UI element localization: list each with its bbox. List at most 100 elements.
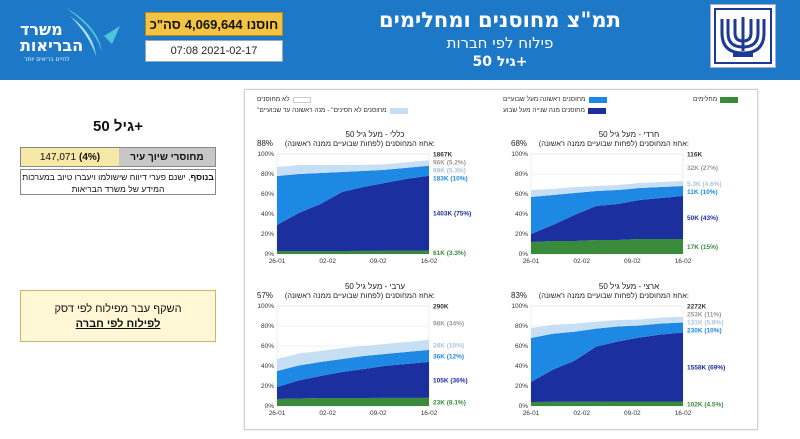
- legend-first-dose-recent-label: "מחוסנים לא חסינים" - מנה ראשונה עד שבוע…: [257, 107, 387, 114]
- x-tick-label: 09-02: [624, 410, 641, 417]
- legend-first-dose-recent-swatch: [389, 107, 408, 114]
- note-bold: בנוסף: [190, 172, 214, 182]
- chart-title: ארצי - מעל גיל 50: [598, 282, 660, 291]
- series-end-label: 230K (10%): [687, 328, 722, 335]
- reporting-gap-note: בנוסף, ישנם פערי דיווח שישולמו ויעברו טי…: [20, 169, 216, 195]
- series-end-label: 105K (36%): [433, 377, 468, 384]
- series-end-label: 102K (4.5%): [687, 401, 724, 408]
- area-second-dose: [277, 361, 429, 399]
- chart-svg: 0% 20% 40% 60% 80% 100% 26-01 02-02 09-02 16-02 18…: [257, 151, 471, 265]
- legend-second-dose: מחוסנים מנה שנייה מעל שבוע: [503, 107, 606, 114]
- y-tick-label: 60%: [515, 191, 528, 198]
- y-tick-label: 60%: [261, 343, 274, 350]
- switch-line2-link[interactable]: לפילוח לפי חברה: [75, 317, 161, 330]
- area-recovered: [277, 397, 429, 406]
- x-tick-label: 16-02: [675, 258, 692, 265]
- legend-second-dose-swatch: [587, 107, 606, 114]
- series-end-label: 290K: [433, 304, 449, 311]
- legend-recovered: מחלימים: [693, 96, 739, 103]
- area-recovered: [531, 401, 683, 406]
- series-end-label: 11K (10%): [687, 189, 718, 196]
- unassigned-city-stat: 147,071 (4%) מחוסרי שיוך עיר: [20, 147, 216, 167]
- area-second-dose: [531, 332, 683, 402]
- unassigned-city-value: 147,071 (4%): [21, 148, 119, 166]
- area-first-dose: [531, 322, 683, 382]
- chart-title: כללי - מעל גיל 50: [345, 130, 405, 139]
- area-recovered: [531, 239, 683, 254]
- legend-first-dose: מחוסנים ראשונה מעל שבועיים: [503, 96, 607, 103]
- menorah-emblem-icon: [714, 8, 772, 64]
- area-first-dose-recent: [531, 316, 683, 338]
- page-title: תמ"צ מחוסנים ומחלימים: [379, 8, 621, 32]
- area-second-dose: [531, 196, 683, 242]
- ministry-logo: משרד הבריאות לחיים בריאים יותר: [8, 6, 130, 72]
- y-tick-label: 0%: [265, 251, 275, 258]
- chart-pct-label: 57%: [257, 291, 274, 300]
- y-tick-label: 80%: [515, 323, 528, 330]
- series-end-label: 5.3K (4.6%): [687, 181, 722, 188]
- counter-suffix: חוסנו: [246, 16, 279, 32]
- y-tick-label: 0%: [519, 251, 529, 258]
- legend-first-dose-label: מחוסנים ראשונה מעל שבועיים: [503, 96, 586, 103]
- legend-not-vaccinated: לא מחוסנים: [257, 96, 311, 103]
- logo-line2: הבריאות: [20, 36, 84, 55]
- y-tick-label: 100%: [511, 303, 528, 310]
- chart-national: ארצי - מעל גיל 50 83% אחוז המחוסנים (לפח…: [507, 282, 751, 424]
- charts-panel: מחלימים מחוסנים ראשונה מעל שבועיים לא מח…: [244, 89, 758, 430]
- y-tick-label: 0%: [265, 403, 275, 410]
- page-subtitle: פילוח לפי חברות: [446, 34, 554, 52]
- x-tick-label: 02-02: [319, 258, 336, 265]
- x-tick-label: 02-02: [319, 410, 336, 417]
- y-tick-label: 20%: [261, 231, 274, 238]
- area-second-dose: [277, 175, 429, 251]
- chart-pct-label: 83%: [511, 291, 528, 300]
- x-tick-label: 09-02: [624, 258, 641, 265]
- y-tick-label: 0%: [519, 403, 529, 410]
- series-end-label: 2272K: [687, 304, 706, 311]
- chart-subtitle: אחוז המחוסנים (לפחות שבועיים ממנה ראשונה…: [538, 139, 689, 148]
- legend-recovered-label: מחלימים: [693, 96, 718, 103]
- title-block: תמ"צ מחוסנים ומחלימים פילוח לפי חברות גי…: [290, 8, 710, 70]
- stat-pct: (4%): [79, 151, 101, 163]
- series-end-label: 28K (10%): [433, 342, 464, 349]
- chart-svg: 0% 20% 40% 60% 80% 100% 26-01 02-02 09-02 16-02 29…: [257, 303, 468, 417]
- update-timestamp: 07:08 2021-02-17: [145, 40, 283, 62]
- chart-legend: מחלימים מחוסנים ראשונה מעל שבועיים לא מח…: [253, 94, 751, 118]
- x-tick-label: 26-01: [269, 258, 286, 265]
- y-tick-label: 80%: [515, 171, 528, 178]
- y-tick-label: 40%: [515, 211, 528, 218]
- y-tick-label: 100%: [257, 303, 274, 310]
- y-tick-label: 80%: [261, 323, 274, 330]
- switch-line1: השקף עבר מפילוח לפי דסק: [54, 302, 182, 315]
- series-end-label: 1403K (75%): [433, 211, 471, 218]
- series-end-label: 99K (5.3%): [433, 168, 466, 175]
- chart-title: ערבי - מעל גיל 50: [344, 282, 406, 291]
- counter-value: 4,069,644: [184, 16, 243, 32]
- logo-swoosh-icon: [66, 8, 120, 56]
- legend-first-dose-recent: "מחוסנים לא חסינים" - מנה ראשונה עד שבוע…: [257, 107, 408, 114]
- series-end-label: 98K (34%): [433, 320, 464, 327]
- y-tick-label: 60%: [261, 191, 274, 198]
- y-tick-label: 80%: [261, 171, 274, 178]
- series-end-label: 183K (10%): [433, 176, 468, 183]
- chart-haredi: חרדי - מעל גיל 50 68% אחוז המחוסנים (לפח…: [507, 130, 751, 272]
- emblem-logo: [710, 4, 776, 68]
- series-end-label: 17K (15%): [687, 244, 718, 251]
- chart-title: חרדי - מעל גיל 50: [598, 130, 660, 139]
- legend-not-vaccinated-label: לא מחוסנים: [257, 96, 290, 103]
- series-end-label: 32K (27%): [687, 165, 718, 172]
- series-end-label: 36K (12%): [433, 353, 464, 360]
- y-tick-label: 40%: [261, 363, 274, 370]
- header-bar: משרד הבריאות לחיים בריאים יותר סה"כ 4,06…: [0, 0, 800, 80]
- x-tick-label: 09-02: [370, 258, 387, 265]
- slide-switch-notice: השקף עבר מפילוח לפי דסק לפילוח לפי חברה: [20, 290, 216, 342]
- x-tick-label: 16-02: [421, 410, 438, 417]
- series-end-label: 1867K: [433, 152, 452, 159]
- y-tick-label: 40%: [515, 363, 528, 370]
- chart-subtitle: אחוז המחוסנים (לפחות שבועיים ממנה ראשונה…: [284, 139, 435, 148]
- series-end-label: 131K (5.8%): [687, 320, 724, 327]
- logo-tagline: לחיים בריאים יותר: [24, 56, 70, 63]
- chart-svg: 0% 20% 40% 60% 80% 100% 26-01 02-02 09-02 16-02 11…: [511, 151, 722, 265]
- area-recovered: [277, 250, 429, 254]
- chart-arab: ערבי - מעל גיל 50 57% אחוז המחוסנים (לפח…: [253, 282, 497, 424]
